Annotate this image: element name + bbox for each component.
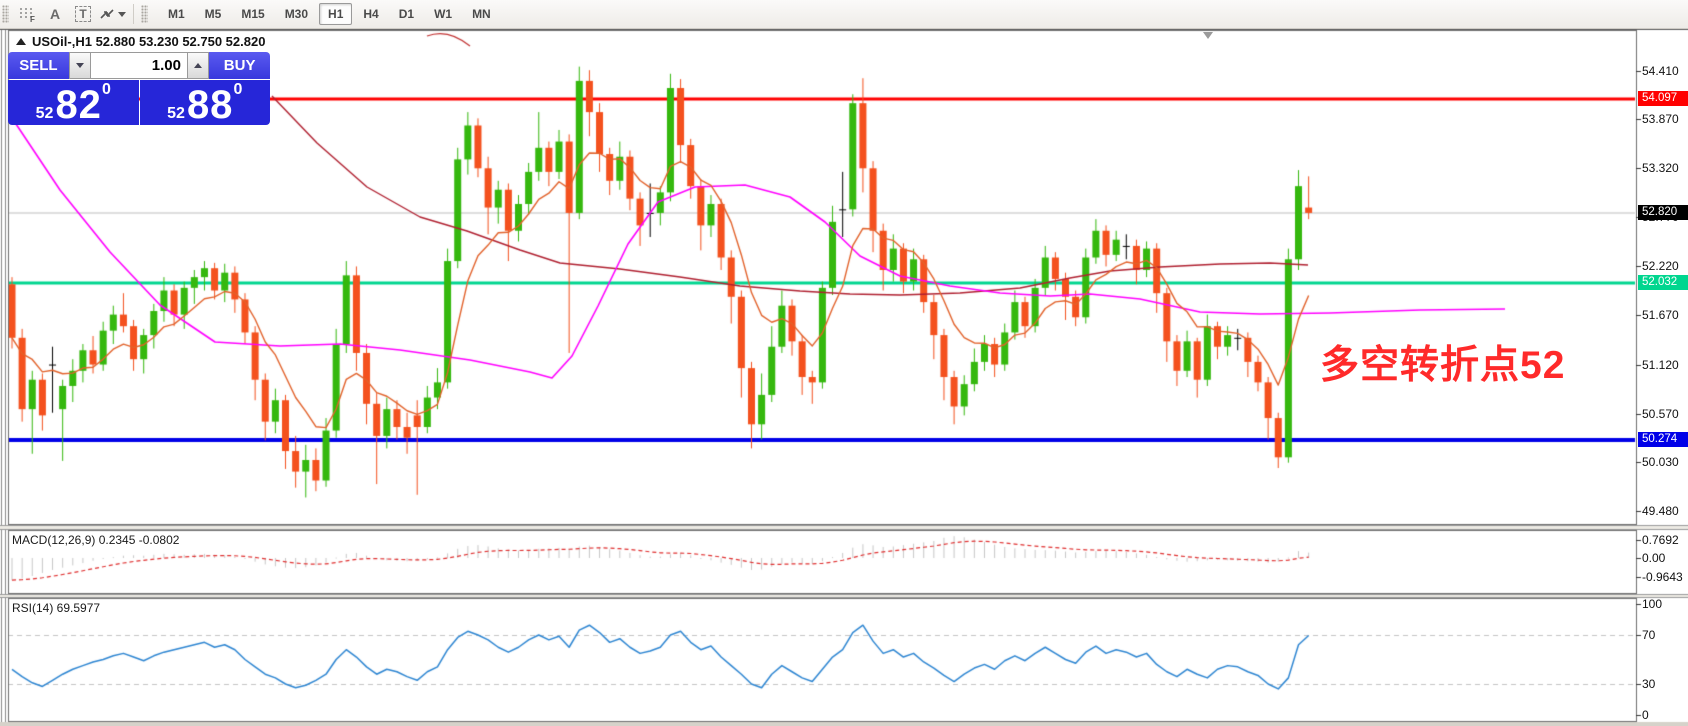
- indicator-tick-label: 0.00: [1642, 551, 1666, 565]
- volume-decrease-button[interactable]: [68, 52, 91, 79]
- symbol-info-line: USOil-,H1 52.880 53.230 52.750 52.820: [16, 34, 265, 49]
- timeframe-group: M1 M5 M15 M30 H1 H4 D1 W1 MN: [158, 3, 501, 25]
- timeframes-drag-handle-icon[interactable]: [141, 5, 148, 23]
- price-level-badge: 52.820: [1638, 204, 1688, 220]
- chart-shift-marker-icon: [1203, 32, 1213, 39]
- buy-price-prefix: 52: [167, 105, 185, 122]
- chart-annotation: 多空转折点52: [1320, 344, 1566, 387]
- buy-price-display[interactable]: 52 88 0: [139, 80, 270, 127]
- timeframe-button-M15[interactable]: M15: [241, 7, 265, 21]
- text-label-tool[interactable]: A: [49, 6, 61, 22]
- price-tick-label: 54.410: [1642, 64, 1679, 79]
- indicator-tick-label: 30: [1642, 677, 1656, 691]
- price-tick-label: 51.120: [1642, 357, 1679, 372]
- fibonacci-tool-icon[interactable]: F: [14, 2, 40, 26]
- timeframe-button-D1[interactable]: D1: [398, 7, 415, 21]
- text-box-tool[interactable]: T: [70, 2, 96, 26]
- indicator-tick-label: 0.7692: [1642, 533, 1679, 547]
- timeframe-button-H1[interactable]: H1: [319, 3, 353, 25]
- timeframe-button-M5[interactable]: M5: [204, 7, 222, 21]
- timeframe-button-M30[interactable]: M30: [284, 7, 309, 21]
- triangle-up-icon: [194, 63, 203, 68]
- sell-price-display[interactable]: 52 82 0: [8, 80, 139, 125]
- timeframe-button-H4[interactable]: H4: [363, 7, 379, 21]
- price-tick-label: 51.670: [1642, 308, 1679, 323]
- price-tick-label: 49.480: [1642, 503, 1679, 518]
- price-tick-label: 53.870: [1642, 112, 1679, 127]
- toolbar: F A T M1 M5 M15 M30 H1 H4 D1 W1 MN: [0, 0, 1688, 29]
- text-box-icon: T: [75, 6, 91, 22]
- indicator-tick-label: 100: [1642, 597, 1663, 611]
- sell-price-sup: 0: [101, 81, 111, 98]
- fibo-letter: F: [30, 15, 35, 22]
- indicator-tick-label: 0: [1642, 708, 1649, 722]
- toolbar-drag-handle-icon[interactable]: [2, 5, 9, 23]
- price-tick-label: 52.220: [1642, 259, 1679, 274]
- symbol-ohlc-text: USOil-,H1 52.880 53.230 52.750 52.820: [32, 34, 266, 49]
- volume-input[interactable]: [91, 52, 187, 79]
- timeframe-button-W1[interactable]: W1: [434, 7, 453, 21]
- arrows-tool[interactable]: [98, 2, 127, 26]
- chevron-down-icon[interactable]: [118, 11, 126, 17]
- price-level-badge: 50.274: [1638, 432, 1688, 447]
- macd-indicator-label: MACD(12,26,9) 0.2345 -0.0802: [12, 533, 180, 547]
- symbol-triangle-icon: [16, 38, 26, 45]
- timeframe-button-M1[interactable]: M1: [168, 7, 185, 21]
- sell-button[interactable]: SELL: [8, 52, 69, 79]
- buy-button[interactable]: BUY: [209, 52, 270, 79]
- price-level-badge: 54.097: [1638, 91, 1688, 106]
- timeframe-button-MN[interactable]: MN: [472, 7, 491, 21]
- volume-increase-button[interactable]: [187, 52, 210, 79]
- arrows-icon: [100, 9, 114, 19]
- rsi-indicator-label: RSI(14) 69.5977: [12, 601, 101, 615]
- toolbar-separator: [133, 4, 134, 24]
- sell-price-big: 82: [55, 83, 102, 127]
- price-level-badge: 52.032: [1638, 275, 1688, 291]
- fibo-grid-icon: F: [20, 8, 35, 22]
- buy-price-big: 88: [186, 83, 234, 127]
- sell-price-prefix: 52: [35, 105, 54, 122]
- triangle-down-icon: [75, 63, 84, 68]
- indicator-tick-label: -0.9643: [1642, 570, 1683, 584]
- buy-price-sup: 0: [233, 81, 243, 98]
- price-tick-label: 50.570: [1642, 406, 1679, 421]
- one-click-trade-panel: SELL BUY 52 82 0 52 88 0: [8, 52, 270, 125]
- price-tick-label: 50.030: [1642, 454, 1679, 469]
- price-tick-label: 53.320: [1642, 161, 1679, 176]
- indicator-tick-label: 70: [1642, 628, 1656, 642]
